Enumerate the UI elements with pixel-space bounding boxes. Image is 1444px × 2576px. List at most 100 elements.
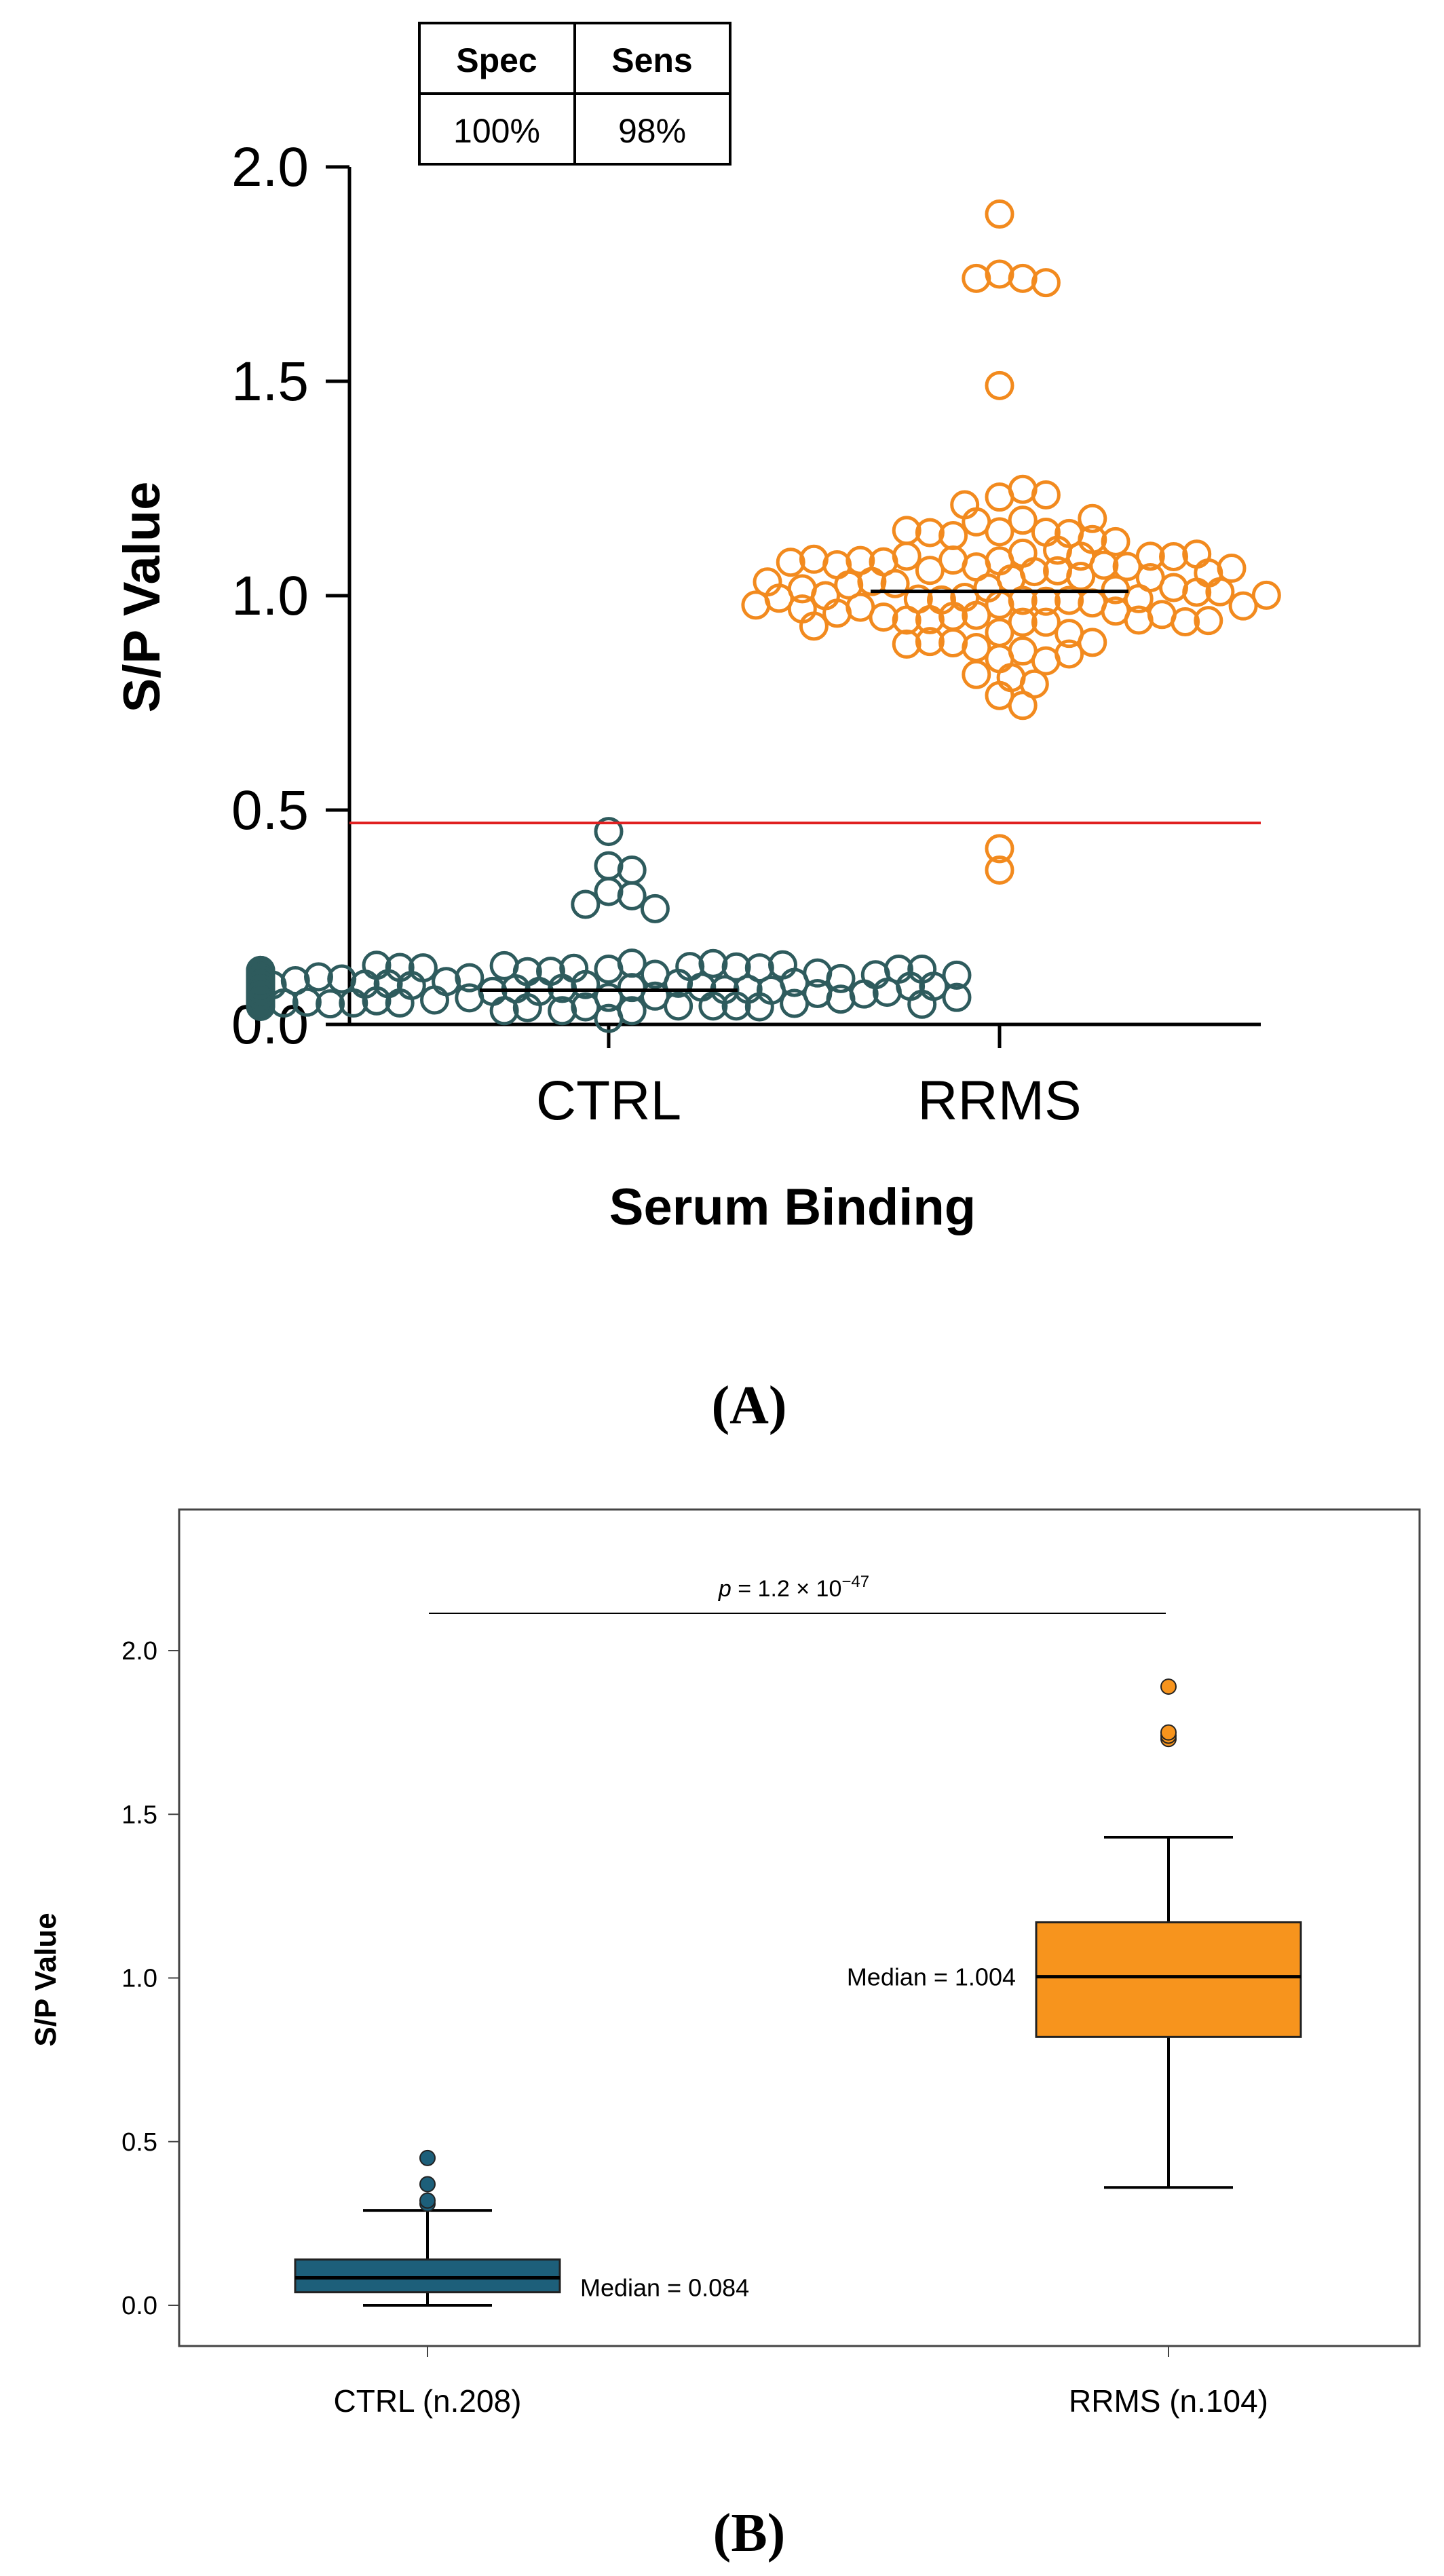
data-point (768, 950, 797, 980)
data-point (617, 881, 647, 910)
table-value-spec: 100% (453, 112, 540, 150)
data-point (1078, 503, 1107, 533)
data-point (1205, 577, 1235, 607)
panel-label-b: (B) (713, 2503, 786, 2563)
data-point (594, 851, 624, 881)
data-point (892, 629, 922, 659)
data-point (892, 605, 922, 635)
data-point (512, 993, 542, 1022)
y-tick-label-a: 2.0 (231, 136, 309, 198)
data-point (1054, 585, 1084, 615)
data-point (1008, 607, 1038, 637)
data-point (1031, 268, 1061, 298)
data-point (664, 991, 694, 1021)
data-point (640, 959, 670, 989)
data-point (880, 569, 910, 598)
data-point (1078, 628, 1107, 657)
x-tick-label-a: CTRL (536, 1070, 681, 1132)
data-point (1008, 538, 1038, 568)
data-point (362, 950, 392, 980)
data-point (884, 954, 913, 984)
data-point (985, 259, 1014, 289)
data-point (985, 199, 1014, 229)
data-point (753, 567, 782, 597)
data-point (698, 948, 728, 978)
p-symbol: p (718, 1576, 732, 1602)
data-point (985, 855, 1014, 885)
p-value-label: p = 1.2 × 10−47 (718, 1573, 869, 1602)
data-point (698, 991, 728, 1021)
plot-frame-b (178, 1508, 1421, 2347)
data-point (985, 834, 1014, 864)
outlier-point (1160, 1724, 1177, 1741)
x-tick-label-a: RRMS (917, 1070, 1081, 1132)
data-point (571, 992, 601, 1022)
data-point (327, 964, 357, 994)
data-point (1159, 541, 1188, 571)
data-point (857, 566, 887, 596)
data-point (594, 817, 624, 847)
data-point (304, 962, 333, 992)
y-tick-label-b: 2.0 (121, 1637, 157, 1666)
data-point (822, 598, 852, 628)
data-point (1066, 562, 1096, 592)
table-header-spec: Spec (456, 41, 537, 79)
data-point (721, 952, 751, 982)
table-header-sens: Sens (611, 41, 693, 79)
data-point (1124, 583, 1154, 613)
data-point (744, 953, 774, 983)
box-plot-rrms: Median = 1.004 (847, 1678, 1302, 2189)
data-point (432, 967, 461, 997)
x-ticks-a: CTRL RRMS (536, 1024, 1082, 1132)
data-point (548, 996, 577, 1026)
data-point (826, 984, 856, 1014)
x-axis-label-a: Serum Binding (609, 1178, 976, 1236)
outlier-point (419, 2192, 436, 2209)
y-tick-label-a: 1.5 (231, 351, 309, 412)
data-point (907, 954, 937, 984)
outlier-point (419, 2149, 436, 2166)
y-tick-label-a: 1.0 (231, 565, 309, 627)
data-point (1228, 591, 1258, 621)
y-tick-label-b: 1.0 (121, 1965, 157, 1993)
y-tick-label-a: 0.5 (231, 780, 309, 841)
data-point (316, 989, 345, 1019)
data-point (1089, 550, 1119, 580)
panel-a: Spec Sens 100% 98% 0.00.51.01.52.0 CTRL R… (113, 22, 1281, 1436)
p-exponent: −47 (841, 1573, 869, 1591)
data-point (803, 958, 833, 988)
iqr-box (1035, 1921, 1302, 2038)
y-tick-label-b: 0.5 (121, 2128, 157, 2157)
data-point (1159, 573, 1188, 602)
data-point (892, 541, 922, 571)
data-point (292, 987, 322, 1017)
group-means (480, 590, 1128, 992)
data-point (1019, 669, 1049, 699)
data-point (1217, 554, 1247, 583)
outlier-point (419, 2176, 436, 2193)
x-ticks-b: CTRL (n.208) RRMS (n.104) (334, 2346, 1268, 2419)
data-point (536, 957, 565, 986)
outlier-point (1160, 1678, 1177, 1695)
data-point (1031, 480, 1061, 510)
data-point (942, 982, 972, 1012)
iqr-box (294, 2258, 561, 2294)
x-tick-label-b: RRMS (n.104) (1069, 2383, 1268, 2419)
data-point (907, 989, 937, 1019)
data-point (408, 953, 438, 983)
data-point (938, 521, 968, 551)
data-point (892, 516, 922, 545)
data-point (962, 600, 991, 630)
data-point (915, 518, 945, 547)
data-point (1054, 639, 1084, 669)
data-point (962, 263, 991, 293)
data-point (962, 632, 991, 662)
y-ticks-a: 0.00.51.01.52.0 (231, 136, 349, 1056)
table-value-sens: 98% (618, 112, 686, 150)
y-tick-label-b: 0.0 (121, 2292, 157, 2320)
data-point (1008, 263, 1038, 293)
spec-sens-table: Spec Sens 100% 98% (418, 22, 732, 166)
data-point (617, 855, 647, 885)
p-value-text: = 1.2 × 10 (732, 1576, 842, 1602)
